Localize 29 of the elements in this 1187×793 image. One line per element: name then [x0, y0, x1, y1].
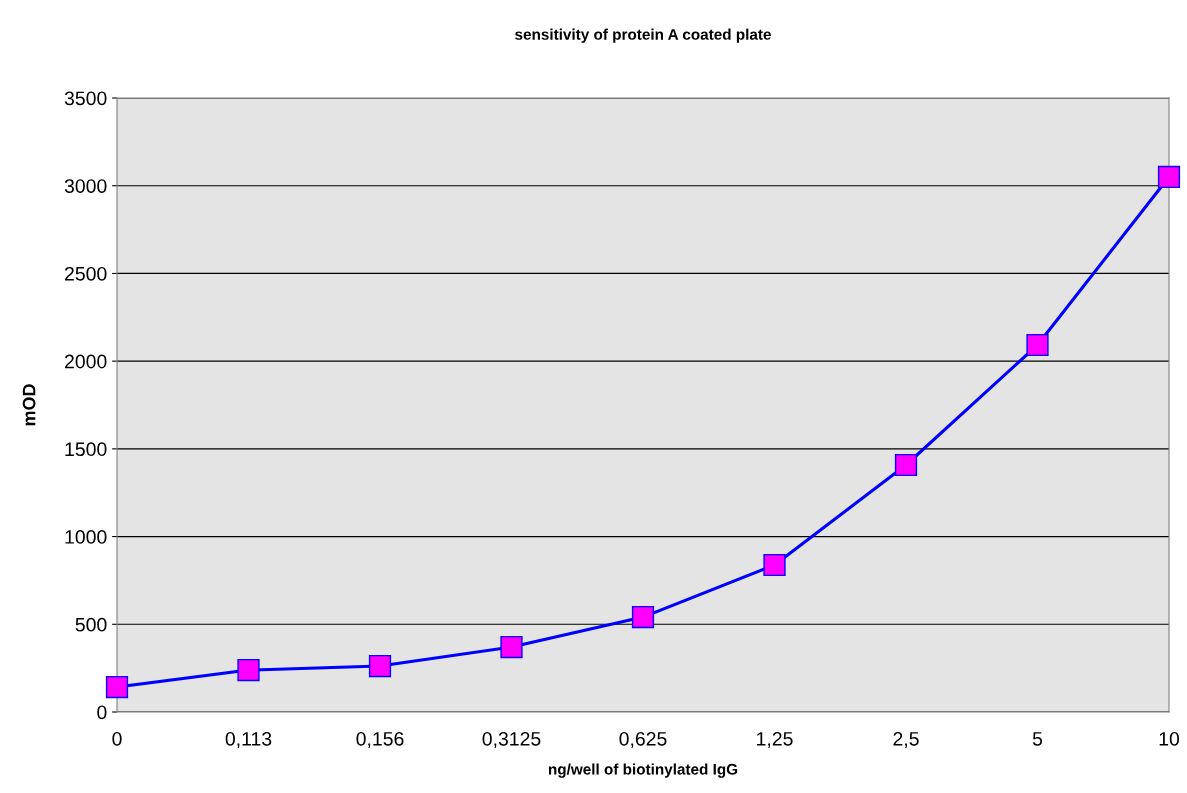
chart-title: sensitivity of protein A coated plate [515, 28, 771, 43]
point [894, 453, 918, 477]
x-tick-label: 1,25 [757, 731, 793, 749]
point [368, 654, 392, 678]
y-tick-label: 1500 [65, 442, 107, 457]
y-tick-label: 0 [97, 705, 107, 720]
point [1157, 165, 1181, 189]
x-tick-label: 0,156 [356, 731, 404, 749]
y-axis-title: mOD [22, 384, 36, 426]
x-tick-label: 0 [112, 731, 122, 746]
x-tick-label: 0,113 [225, 731, 272, 749]
point [500, 635, 523, 659]
point [631, 605, 655, 629]
y-tick-label: 2500 [65, 266, 107, 281]
point [763, 553, 786, 577]
y-tick-label: 1000 [65, 530, 107, 544]
y-tick-label: 3500 [64, 91, 107, 106]
x-axis-title: ng/well of biotinylated IgG [548, 763, 738, 778]
y-tick-label: 2000 [65, 354, 107, 369]
y-tick-label: 3000 [64, 179, 107, 193]
x-tick-label: 10 [1159, 731, 1180, 746]
x-tick-label: 0,625 [619, 731, 667, 749]
x-tick-label: 5 [1032, 732, 1043, 746]
point [105, 675, 129, 699]
y-tick-label: 500 [75, 617, 107, 632]
point [237, 658, 260, 682]
x-tick-label: 0,3125 [482, 731, 541, 749]
point [1026, 333, 1049, 357]
x-tick-label: 2,5 [893, 731, 919, 749]
